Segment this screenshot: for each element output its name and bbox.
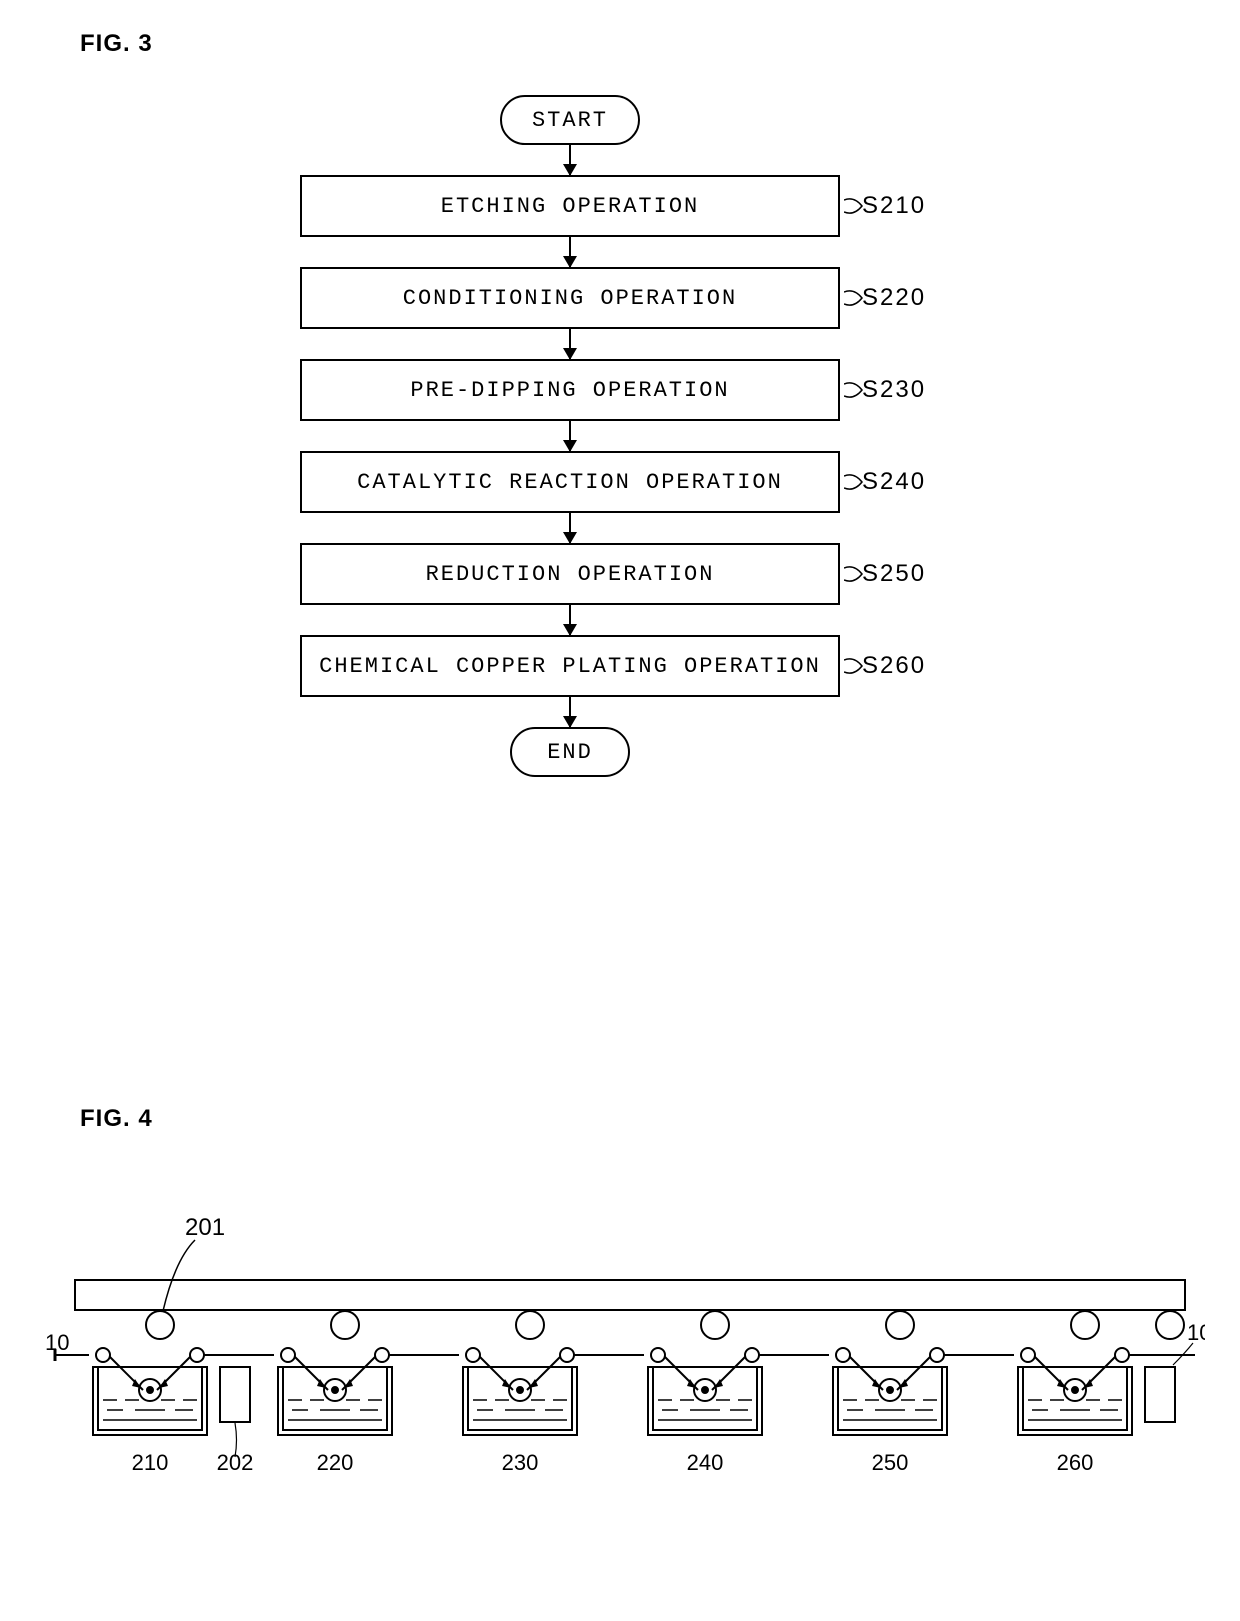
rail (75, 1280, 1185, 1310)
process-text: CATALYTIC REACTION OPERATION (357, 470, 783, 495)
upper-roller (146, 1311, 174, 1339)
ref-100: 100 (1187, 1320, 1205, 1345)
tank-ref: 250 (872, 1450, 909, 1475)
ref-202: 202 (217, 1450, 254, 1475)
process-text: CONDITIONING OPERATION (403, 286, 737, 311)
tank-unit (833, 1348, 947, 1435)
upper-roller (516, 1311, 544, 1339)
upper-roller (701, 1311, 729, 1339)
upper-roller (886, 1311, 914, 1339)
upper-roller (1071, 1311, 1099, 1339)
tank-ref: 260 (1057, 1450, 1094, 1475)
upper-roller (331, 1311, 359, 1339)
tank-ref: 230 (502, 1450, 539, 1475)
page: FIG. 3 START ETCHING OPERATION S210 COND… (0, 0, 1240, 1621)
process-text: ETCHING OPERATION (441, 194, 699, 219)
start-terminal: START (500, 95, 640, 145)
ref-201: 201 (185, 1214, 225, 1241)
arrow (569, 329, 571, 359)
tank-unit (93, 1348, 207, 1435)
arrow (569, 513, 571, 543)
fig4-diagram: 201 10 100 210 202 220 230 240 250 260 (45, 1205, 1205, 1525)
process-step-6: CHEMICAL COPPER PLATING OPERATION S260 (300, 635, 840, 697)
step-ref: S240 (862, 468, 926, 496)
process-text: PRE-DIPPING OPERATION (410, 378, 729, 403)
step-ref: S260 (862, 652, 926, 680)
tank-ref: 210 (132, 1450, 169, 1475)
tank-unit (648, 1348, 762, 1435)
process-step-5: REDUCTION OPERATION S250 (300, 543, 840, 605)
arrow (569, 697, 571, 727)
step-ref: S220 (862, 284, 926, 312)
process-text: REDUCTION OPERATION (426, 562, 715, 587)
arrow (569, 145, 571, 175)
upper-roller (1156, 1311, 1184, 1339)
fig3-label: FIG. 3 (80, 30, 153, 58)
end-spacer (1145, 1367, 1175, 1422)
tank-unit (278, 1348, 392, 1435)
tank-ref: 220 (317, 1450, 354, 1475)
step-ref: S250 (862, 560, 926, 588)
leader-201 (163, 1240, 195, 1311)
tank-unit (463, 1348, 577, 1435)
step-ref: S230 (862, 376, 926, 404)
fig4-label: FIG. 4 (80, 1105, 153, 1133)
arrow (569, 237, 571, 267)
ref-10: 10 (45, 1330, 69, 1355)
tank-ref: 240 (687, 1450, 724, 1475)
process-step-1: ETCHING OPERATION S210 (300, 175, 840, 237)
arrow (569, 605, 571, 635)
process-text: CHEMICAL COPPER PLATING OPERATION (319, 654, 821, 679)
step-ref: S210 (862, 192, 926, 220)
tank-unit (1018, 1348, 1132, 1435)
arrow (569, 421, 571, 451)
process-step-4: CATALYTIC REACTION OPERATION S240 (300, 451, 840, 513)
end-terminal: END (510, 727, 630, 777)
process-step-3: PRE-DIPPING OPERATION S230 (300, 359, 840, 421)
flowchart-fig3: START ETCHING OPERATION S210 CONDITIONIN… (260, 95, 880, 777)
spacer-202 (220, 1367, 250, 1422)
process-step-2: CONDITIONING OPERATION S220 (300, 267, 840, 329)
